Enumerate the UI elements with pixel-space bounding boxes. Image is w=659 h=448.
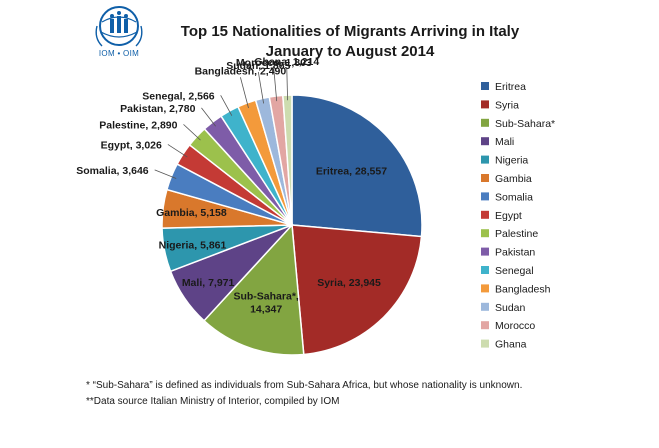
logo-text: IOM • OIM: [98, 49, 140, 58]
chart-title-block: Top 15 Nationalities of Migrants Arrivin…: [150, 22, 550, 62]
legend-swatch-sub-sahara: [481, 118, 489, 127]
legend-swatch-morocco: [481, 321, 489, 330]
legend-swatch-bangladesh: [481, 284, 489, 293]
legend-label-syria: Syria: [495, 99, 519, 111]
legend-swatch-nigeria: [481, 155, 489, 164]
legend: Eritrea Syria Sub-Sahara* Mali Nigeria Gambia…: [481, 81, 555, 351]
data-label-somalia: Somalia, 3,646: [76, 165, 149, 177]
leader-line-senegal: [220, 95, 233, 116]
footnote-sub-sahara: * “Sub-Sahara” is defined as individuals…: [86, 380, 523, 391]
footnote-source: **Data source Italian Ministry of Interi…: [86, 396, 340, 407]
chart-subtitle: January to August 2014: [265, 43, 435, 60]
legend-label-egypt: Egypt: [495, 210, 522, 222]
legend-swatch-somalia: [481, 192, 489, 201]
data-label-gambia: Gambia, 5,158: [156, 207, 227, 219]
data-label-eritrea: Eritrea, 28,557: [316, 166, 387, 178]
pie-slice-syria: [291, 224, 423, 356]
leader-line-morocco: [273, 69, 278, 102]
legend-swatch-syria: [481, 100, 489, 109]
legend-label-sudan: Sudan: [495, 302, 526, 314]
legend-label-gambia: Gambia: [495, 173, 532, 185]
data-label-senegal: Senegal, 2,566: [142, 90, 215, 102]
data-label-egypt: Egypt, 3,026: [101, 139, 162, 151]
legend-label-bangladesh: Bangladesh: [495, 283, 551, 295]
pie-slice-eritrea: [291, 94, 423, 238]
legend-label-palestine: Palestine: [495, 228, 538, 240]
data-label-palestine: Palestine, 2,890: [99, 119, 177, 131]
legend-swatch-palestine: [481, 229, 489, 238]
leader-line-bangladesh: [240, 77, 249, 109]
data-label-pakistan: Pakistan, 2,780: [120, 103, 195, 115]
data-labels: Eritrea, 28,557 Syria, 23,945 Sub-Sahara*,…: [76, 56, 387, 315]
data-label-ghana: Ghana, 1,214: [254, 56, 319, 68]
legend-swatch-senegal: [481, 266, 489, 274]
leader-lines: [154, 68, 288, 179]
legend-label-nigeria: Nigeria: [495, 155, 528, 167]
legend-label-sub-sahara: Sub-Sahara*: [495, 118, 555, 130]
legend-swatch-egypt: [481, 210, 489, 219]
legend-label-ghana: Ghana: [495, 339, 527, 351]
footnotes: * “Sub-Sahara” is defined as individuals…: [86, 378, 626, 410]
legend-label-mali: Mali: [495, 136, 514, 148]
legend-swatch-eritrea: [481, 82, 489, 90]
legend-swatch-ghana: [481, 339, 489, 348]
iom-logo: [95, 6, 143, 47]
leader-line-palestine: [183, 124, 201, 141]
legend-swatch-gambia: [481, 174, 489, 182]
data-label-sudan: Sudan, 1,865: [226, 60, 290, 72]
legend-label-senegal: Senegal: [495, 265, 534, 277]
leader-line-pakistan: [201, 107, 216, 127]
data-label-morocco: Morocco, 1,803: [236, 57, 312, 69]
legend-label-eritrea: Eritrea: [495, 81, 526, 93]
legend-label-somalia: Somalia: [495, 191, 533, 203]
data-label-nigeria: Nigeria, 5,861: [159, 240, 227, 252]
leader-line-somalia: [154, 169, 177, 179]
legend-label-pakistan: Pakistan: [495, 247, 535, 259]
pie-slice-sub-sahara: [202, 223, 305, 356]
data-label-mali: Mali, 7,971: [182, 277, 235, 289]
leader-line-sudan: [257, 71, 265, 104]
legend-swatch-mali: [481, 137, 489, 146]
data-label-syria: Syria, 23,945: [317, 277, 381, 289]
legend-swatch-pakistan: [481, 247, 489, 256]
data-label-bangladesh: Bangladesh, 2,490: [195, 65, 287, 77]
legend-label-morocco: Morocco: [495, 320, 535, 332]
leader-line-ghana: [286, 68, 288, 101]
data-label-sub-sahara: Sub-Sahara*, 14,347: [233, 290, 298, 315]
pie-slices: [161, 94, 423, 356]
leader-line-egypt: [167, 144, 188, 158]
legend-swatch-sudan: [481, 302, 489, 311]
chart-title: Top 15 Nationalities of Migrants Arrivin…: [180, 23, 520, 40]
